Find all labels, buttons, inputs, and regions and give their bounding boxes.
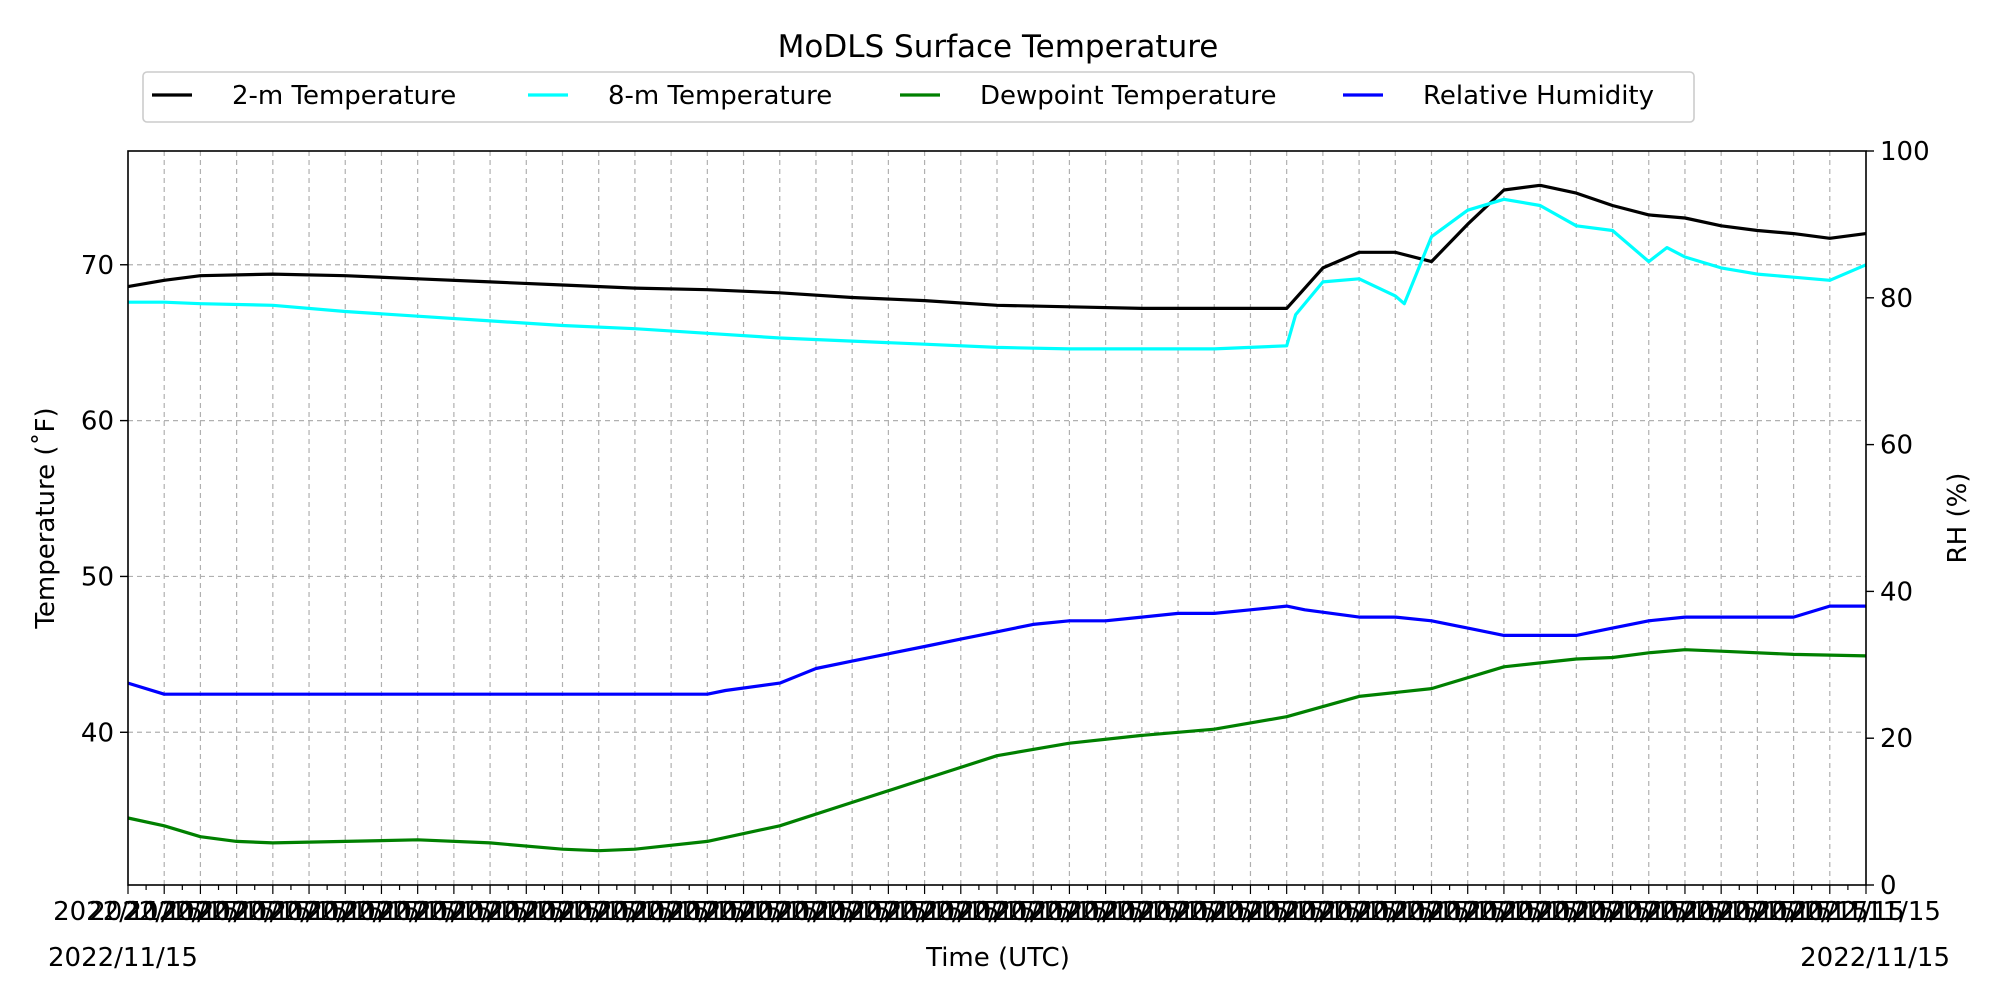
series-line-8-m-temperature — [128, 197, 1867, 351]
x-tick-label: 2022/11/15 — [850, 897, 1000, 927]
x-tick-label: 2022/11/15 — [1103, 897, 1253, 927]
y-tick-label-right: 60 — [1880, 431, 1913, 461]
x-tick-label: 2022/11/15 — [705, 897, 855, 927]
start-date-label: 2022/11/15 — [48, 943, 198, 973]
y-tick-label-right: 20 — [1880, 724, 1913, 754]
series-line-dewpoint-temperature — [127, 648, 1867, 853]
y-tick-label-left: 60 — [81, 407, 114, 437]
x-tick-label: 2022/11/15 — [415, 897, 565, 927]
axes: 2022/11/152022/11/152022/11/152022/11/15… — [53, 137, 1941, 927]
series-layer — [127, 183, 1867, 853]
x-tick-label: 2022/11/15 — [1212, 897, 1362, 927]
y-axis-label-left: Temperature (˚F) — [31, 407, 61, 629]
x-tick-label: 2022/11/15 — [596, 897, 746, 927]
x-tick-label: 2022/11/15 — [1501, 897, 1651, 927]
x-tick-label: 2022/11/15 — [488, 897, 638, 927]
x-tick-label: 2022/11/15 — [524, 897, 674, 927]
y-tick-label-right: 80 — [1880, 284, 1913, 314]
x-tick-label: 2022/11/15 — [270, 897, 420, 927]
legend-label-dewpoint-temperature: Dewpoint Temperature — [980, 81, 1277, 111]
x-tick-label: 2022/11/15 — [922, 897, 1072, 927]
x-tick-label: 2022/11/15 — [1067, 897, 1217, 927]
x-tick-label: 2022/11/15 — [994, 897, 1144, 927]
x-tick-label: 2022/11/15 — [1465, 897, 1615, 927]
x-tick-label: 2022/11/15 — [1031, 897, 1181, 927]
y-tick-label-right: 0 — [1880, 871, 1897, 901]
end-date-label: 2022/11/15 — [1800, 943, 1950, 973]
x-tick-label: 2022/11/15 — [1357, 897, 1507, 927]
y-tick-label-left: 40 — [81, 718, 114, 748]
x-tick-label: 2022/11/15 — [1682, 897, 1832, 927]
x-tick-label: 2022/11/15 — [343, 897, 493, 927]
x-tick-label: 2022/11/15 — [1719, 897, 1869, 927]
x-tick-label: 2022/11/15 — [886, 897, 1036, 927]
x-tick-label: 2022/11/15 — [379, 897, 529, 927]
x-tick-label: 2022/11/15 — [1393, 897, 1543, 927]
x-tick-label: 2022/11/15 — [1646, 897, 1796, 927]
x-tick-label: 2022/11/15 — [1538, 897, 1688, 927]
legend-frame — [142, 71, 1695, 123]
x-tick-label: 2022/11/15 — [1248, 897, 1398, 927]
x-tick-label: 2022/11/15 — [1610, 897, 1760, 927]
x-tick-label: 2022/11/15 — [234, 897, 384, 927]
chart-title: MoDLS Surface Temperature — [778, 29, 1219, 65]
legend-label-8-m-temperature: 8-m Temperature — [608, 81, 832, 111]
y-tick-label-right: 100 — [1880, 137, 1930, 167]
y-tick-label-right: 40 — [1880, 577, 1913, 607]
y-tick-label-left: 70 — [81, 251, 114, 281]
x-axis-label: Time (UTC) — [925, 943, 1070, 973]
x-tick-label: 2022/11/15 — [958, 897, 1108, 927]
x-tick-label: 2022/11/15 — [632, 897, 782, 927]
grid — [128, 151, 1866, 885]
legend: 2-m Temperature 8-m Temperature Dewpoint T… — [142, 71, 1695, 123]
x-tick-label: 2022/11/15 — [1429, 897, 1579, 927]
y-axis-label-right: RH (%) — [1943, 473, 1973, 564]
x-tick-label: 2022/11/15 — [741, 897, 891, 927]
x-tick-label: 2022/11/15 — [1176, 897, 1326, 927]
x-tick-label: 2022/11/15 — [669, 897, 819, 927]
x-tick-label: 2022/11/15 — [1791, 897, 1941, 927]
series-line-2-m-temperature — [127, 183, 1867, 310]
x-tick-label: 2022/11/15 — [53, 897, 203, 927]
x-tick-label: 2022/11/15 — [307, 897, 457, 927]
x-tick-label: 2022/11/15 — [777, 897, 927, 927]
series-line-relative-humidity — [127, 604, 1866, 696]
x-tick-label: 2022/11/15 — [1320, 897, 1470, 927]
x-tick-label: 2022/11/15 — [1574, 897, 1724, 927]
x-tick-label: 2022/11/15 — [1139, 897, 1289, 927]
y-tick-label-left: 50 — [81, 562, 114, 592]
x-tick-label: 2022/11/15 — [198, 897, 348, 927]
x-tick-label: 2022/11/15 — [560, 897, 710, 927]
x-tick-label: 2022/11/15 — [89, 897, 239, 927]
x-tick-label: 2022/11/15 — [162, 897, 312, 927]
x-tick-label: 2022/11/15 — [125, 897, 275, 927]
x-tick-label: 2022/11/15 — [1755, 897, 1905, 927]
x-tick-label: 2022/11/15 — [451, 897, 601, 927]
legend-label-2-m-temperature: 2-m Temperature — [232, 81, 456, 111]
x-tick-label: 2022/11/15 — [813, 897, 963, 927]
legend-label-relative-humidity: Relative Humidity — [1423, 81, 1654, 111]
x-tick-label: 2022/11/15 — [1284, 897, 1434, 927]
